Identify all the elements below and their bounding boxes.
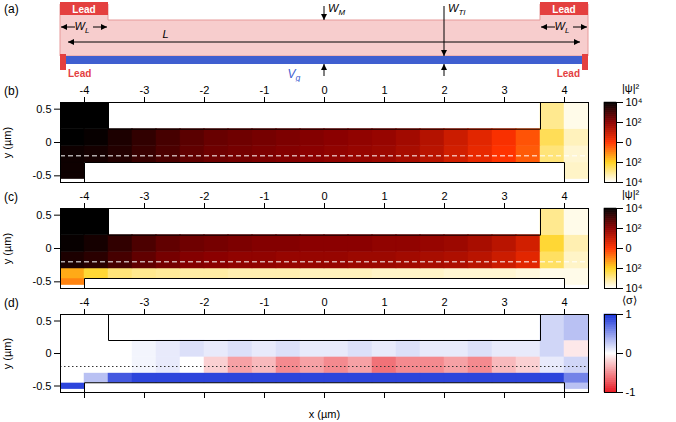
html-text:(c): (c) [4,190,18,204]
svg-text:0.5: 0.5 [36,103,51,115]
svg-text:-1: -1 [260,84,270,96]
html-text:(d): (d) [4,296,19,310]
svg-text:y (µm): y (µm) [1,127,13,158]
svg-text:10⁴: 10⁴ [626,282,643,294]
svg-text:-1: -1 [260,296,270,308]
svg-text:-4: -4 [80,84,90,96]
svg-text:3: 3 [501,84,507,96]
html-text:(b): (b) [4,84,19,98]
svg-text:3: 3 [501,296,507,308]
svg-text:4: 4 [561,84,567,96]
svg-text:1: 1 [626,308,632,320]
svg-text:10⁴: 10⁴ [626,96,643,108]
svg-text:Lead: Lead [72,4,95,15]
svg-text:-2: -2 [200,190,210,202]
svg-text:WL: WL [75,20,90,35]
svg-text:2: 2 [441,84,447,96]
svg-text:-4: -4 [80,190,90,202]
svg-text:-0.5: -0.5 [33,275,52,287]
svg-text:y (µm): y (µm) [1,233,13,264]
svg-text:Lead: Lead [68,68,91,79]
svg-text:0: 0 [45,347,51,359]
svg-text:2: 2 [441,190,447,202]
svg-text:10²: 10² [626,222,642,234]
svg-text:WTI: WTI [448,2,466,17]
svg-text:0: 0 [626,136,632,148]
svg-text:0: 0 [321,84,327,96]
svg-text:0: 0 [45,136,51,148]
html-text:(a): (a) [4,2,19,16]
svg-text:-0.5: -0.5 [33,380,52,392]
svg-text:L: L [163,28,169,40]
svg-text:WL: WL [555,20,570,35]
svg-text:3: 3 [501,190,507,202]
svg-text:y (µm): y (µm) [1,338,13,369]
svg-text:WM: WM [328,2,345,17]
svg-text:-3: -3 [140,190,150,202]
svg-text:0: 0 [321,296,327,308]
svg-text:-1: -1 [260,190,270,202]
svg-text:0: 0 [626,347,632,359]
svg-text:10⁴: 10⁴ [626,176,643,188]
svg-text:Lead: Lead [557,68,580,79]
svg-text:x (µm): x (µm) [309,408,340,420]
html-text:⟨σ⟩: ⟨σ⟩ [622,294,637,306]
svg-text:4: 4 [561,190,567,202]
svg-text:-2: -2 [200,84,210,96]
svg-text:4: 4 [561,296,567,308]
svg-text:Vg: Vg [288,67,301,82]
svg-text:0.5: 0.5 [36,315,51,327]
svg-text:10²: 10² [626,116,642,128]
svg-text:-3: -3 [140,84,150,96]
svg-text:-2: -2 [200,296,210,308]
svg-text:10²: 10² [626,262,642,274]
html-text:|ψ|²: |ψ|² [622,82,640,94]
svg-text:2: 2 [441,296,447,308]
svg-text:0: 0 [45,242,51,254]
svg-text:-3: -3 [140,296,150,308]
html-text:|ψ|²: |ψ|² [622,188,640,200]
svg-text:-1: -1 [626,386,636,398]
svg-text:0: 0 [321,190,327,202]
svg-text:-0.5: -0.5 [33,169,52,181]
svg-text:0.5: 0.5 [36,209,51,221]
svg-text:-4: -4 [80,296,90,308]
svg-text:1: 1 [381,296,387,308]
svg-text:Lead: Lead [552,4,575,15]
svg-text:1: 1 [381,190,387,202]
svg-text:1: 1 [381,84,387,96]
svg-text:0: 0 [626,242,632,254]
svg-text:10⁴: 10⁴ [626,202,643,214]
svg-text:10²: 10² [626,156,642,168]
